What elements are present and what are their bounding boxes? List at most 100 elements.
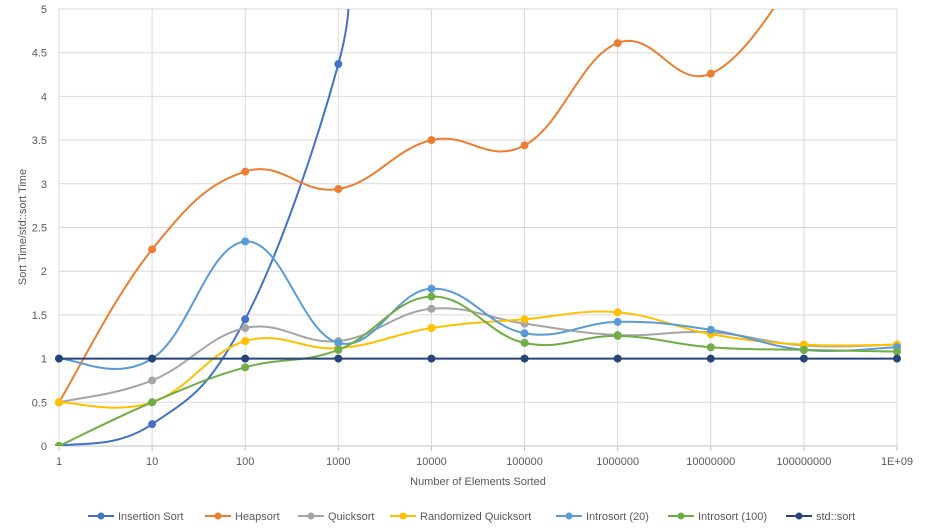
- y-tick-label: 0.5: [32, 397, 47, 409]
- data-point: [613, 354, 622, 363]
- legend: Insertion Sort Heapsort Quicksort Randomize…: [88, 511, 855, 523]
- data-point: [427, 354, 436, 363]
- data-point: [241, 354, 250, 363]
- data-point: [520, 329, 529, 338]
- data-point: [334, 354, 343, 363]
- y-tick-labels: 0 0.5 1 1.5 2 2.5 3 3.5 4 4.5 5: [32, 4, 47, 453]
- data-point: [427, 324, 436, 333]
- data-point: [520, 338, 529, 347]
- legend-swatch-marker: [565, 512, 573, 520]
- y-tick-label: 4: [41, 91, 47, 103]
- data-point: [706, 325, 715, 334]
- data-point: [706, 354, 715, 363]
- series-introsort-100: [55, 292, 901, 446]
- x-axis-label: Number of Elements Sorted: [410, 476, 546, 488]
- data-point: [334, 338, 343, 347]
- x-tick-label: 100000000: [776, 456, 831, 468]
- legend-item: std::sort: [786, 511, 855, 523]
- data-point: [427, 304, 436, 313]
- series-line: [58, 295, 898, 446]
- data-point: [706, 343, 715, 352]
- x-tick-labels: 1 10 100 1000 10000 100000 1000000 10000000 1000…: [56, 456, 913, 468]
- data-point: [241, 237, 250, 246]
- data-point: [613, 317, 622, 326]
- data-point: [148, 398, 157, 407]
- gridlines: [58, 8, 898, 451]
- data-point: [148, 245, 157, 254]
- series-std-sort: [55, 354, 901, 363]
- data-point: [613, 39, 622, 48]
- data-point: [148, 354, 157, 363]
- data-point: [520, 141, 529, 150]
- data-point: [241, 167, 250, 176]
- x-tick-label: 1000000: [596, 456, 639, 468]
- x-tick-label: 1000: [326, 456, 350, 468]
- series-line: [58, 307, 898, 404]
- data-point: [520, 315, 529, 324]
- data-point: [706, 69, 715, 78]
- legend-label: Quicksort: [328, 511, 374, 523]
- data-point: [613, 331, 622, 340]
- legend-swatch-marker: [795, 512, 803, 520]
- data-point: [241, 363, 250, 372]
- y-tick-label: 4.5: [32, 48, 47, 60]
- x-tick-label: 10000: [416, 456, 447, 468]
- y-tick-label: 3: [41, 179, 47, 191]
- legend-item: Quicksort: [298, 511, 374, 523]
- legend-item: Introsort (20): [556, 511, 649, 523]
- legend-swatch-marker: [399, 512, 407, 520]
- x-tick-label: 10000000: [686, 456, 735, 468]
- data-point: [613, 308, 622, 317]
- data-point: [893, 347, 901, 356]
- legend-label: Introsort (20): [586, 511, 649, 523]
- data-point: [241, 324, 250, 333]
- legend-label: Heapsort: [235, 511, 280, 523]
- legend-item: Insertion Sort: [88, 511, 183, 523]
- y-axis-label: Sort Time/std::sort Time: [17, 169, 29, 285]
- data-point: [334, 345, 343, 354]
- legend-swatch-marker: [677, 512, 685, 520]
- x-tick-label: 100000: [506, 456, 543, 468]
- y-tick-label: 2: [41, 266, 47, 278]
- data-point: [893, 354, 901, 363]
- x-tick-label: 100: [236, 456, 254, 468]
- legend-item: Randomized Quicksort: [390, 511, 531, 523]
- legend-label: std::sort: [816, 511, 855, 523]
- x-tick-label: 1E+09: [881, 456, 913, 468]
- legend-label: Introsort (100): [698, 511, 767, 523]
- x-tick-label: 1: [56, 456, 62, 468]
- y-tick-label: 5: [41, 4, 47, 16]
- y-tick-label: 2.5: [32, 223, 47, 235]
- legend-swatch-marker: [307, 512, 315, 520]
- legend-swatch-marker: [214, 512, 222, 520]
- x-tick-label: 10: [146, 456, 158, 468]
- data-point: [55, 442, 63, 446]
- y-tick-label: 1.5: [32, 310, 47, 322]
- data-point: [148, 420, 157, 429]
- data-point: [55, 354, 63, 363]
- data-point: [241, 315, 250, 324]
- legend-swatch-marker: [97, 512, 105, 520]
- data-point: [427, 136, 436, 145]
- data-point: [241, 337, 250, 346]
- data-point: [334, 60, 343, 69]
- data-point: [799, 354, 808, 363]
- y-tick-label: 3.5: [32, 135, 47, 147]
- data-point: [427, 292, 436, 301]
- data-point: [799, 345, 808, 354]
- series-line: [58, 9, 350, 446]
- series-line: [58, 310, 898, 409]
- data-point: [334, 185, 343, 194]
- data-point: [148, 376, 157, 385]
- y-tick-label: 0: [41, 441, 47, 453]
- data-point: [55, 398, 63, 407]
- legend-item: Introsort (100): [668, 511, 767, 523]
- legend-label: Insertion Sort: [118, 511, 183, 523]
- y-tick-label: 1: [41, 354, 47, 366]
- data-point: [520, 354, 529, 363]
- series-quicksort: [55, 304, 901, 407]
- data-point: [427, 284, 436, 293]
- legend-label: Randomized Quicksort: [420, 511, 531, 523]
- series-line: [58, 240, 898, 370]
